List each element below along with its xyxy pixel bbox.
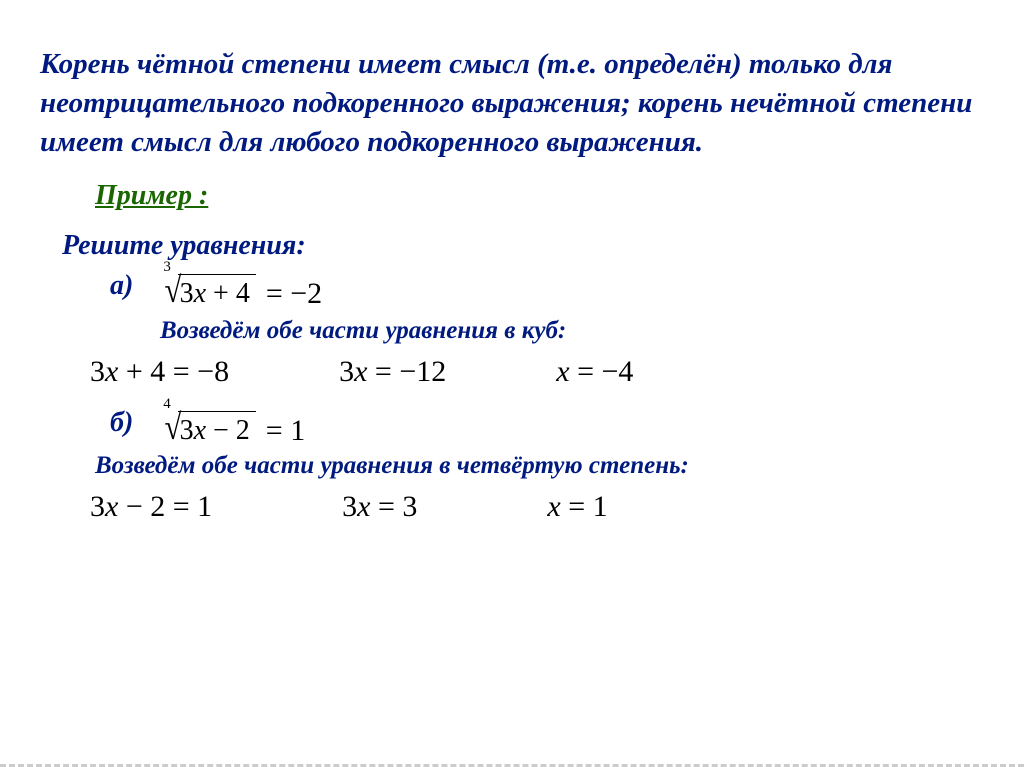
radical-icon: 4 √ 3x−2 [155, 407, 256, 448]
radicand-b: 3x−2 [178, 411, 256, 448]
item-a-row: а) 3 √ 3x+4 =−2 [110, 270, 984, 311]
result-a-1: 3x+4=−8 [90, 357, 229, 387]
surd-icon: √ [164, 412, 181, 449]
result-a-2: 3x=−12 [339, 357, 446, 387]
radical-icon: 3 √ 3x+4 [155, 270, 256, 311]
radicand-a: 3x+4 [178, 274, 256, 311]
item-a-label: а) [110, 272, 133, 300]
item-b-label: б) [110, 409, 133, 437]
item-b-equation: 4 √ 3x−2 =1 [155, 407, 305, 448]
item-a-equation: 3 √ 3x+4 =−2 [155, 270, 322, 311]
item-b-row: б) 4 √ 3x−2 =1 [110, 407, 984, 448]
theorem-text: Корень чётной степени имеет смысл (т.е. … [40, 45, 984, 162]
results-a-row: 3x+4=−8 3x=−12 x=−4 [90, 357, 984, 387]
rhs-a: =−2 [266, 279, 322, 309]
example-heading: Пример : [95, 180, 984, 212]
surd-icon: √ [164, 275, 181, 312]
solve-heading: Решите уравнения: [62, 230, 984, 262]
result-a-3: x=−4 [556, 357, 633, 387]
step-b-text: Возведём обе части уравнения в четвёртую… [95, 452, 984, 480]
result-b-2: 3x=3 [342, 492, 417, 522]
results-b-row: 3x−2=1 3x=3 x=1 [90, 492, 984, 522]
result-b-3: x=1 [547, 492, 607, 522]
slide: Корень чётной степени имеет смысл (т.е. … [0, 0, 1024, 767]
rhs-b: =1 [266, 416, 305, 446]
result-b-1: 3x−2=1 [90, 492, 212, 522]
step-a-text: Возведём обе части уравнения в куб: [160, 317, 984, 345]
